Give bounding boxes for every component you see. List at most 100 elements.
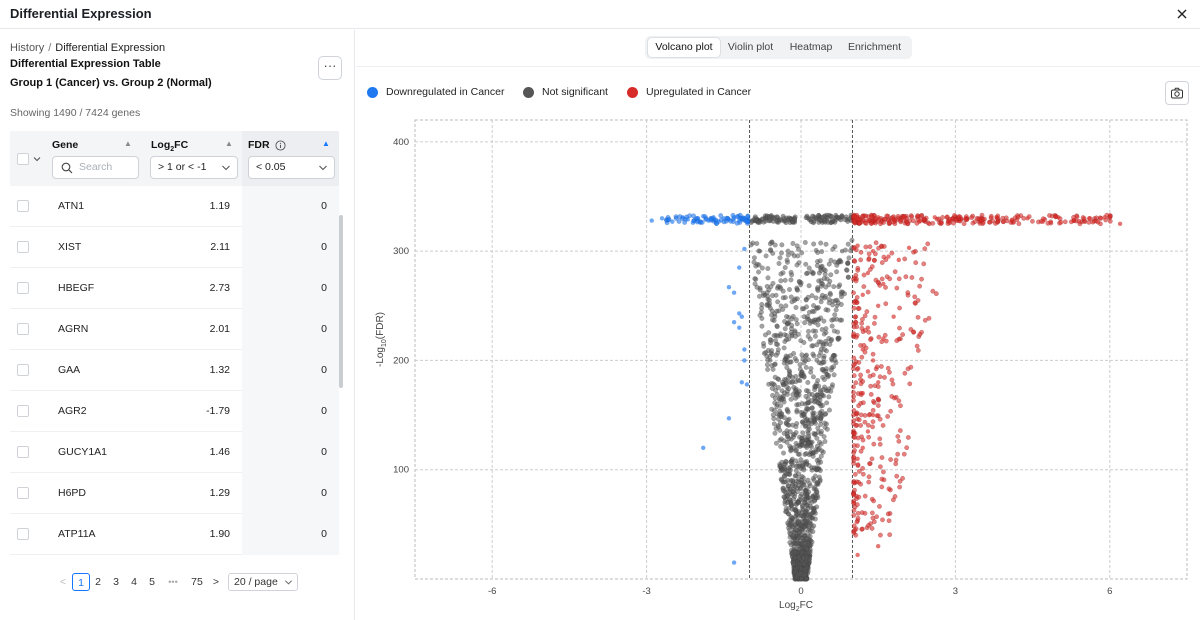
close-button[interactable] — [1172, 4, 1192, 24]
table-scrollbar[interactable] — [339, 215, 343, 388]
data-point — [1076, 218, 1082, 224]
sort-icon[interactable]: ▲ — [225, 139, 233, 148]
data-point — [823, 293, 829, 299]
data-point — [785, 252, 791, 258]
data-point — [790, 489, 796, 495]
row-checkbox[interactable] — [17, 323, 29, 335]
row-checkbox[interactable] — [17, 241, 29, 253]
data-point — [818, 453, 824, 459]
row-checkbox[interactable] — [17, 200, 29, 212]
log2fc-filter-select[interactable]: > 1 or < -1 — [150, 156, 238, 179]
table-row[interactable]: HBEGF 2.73 0 — [10, 268, 339, 309]
data-point — [852, 430, 858, 436]
data-point — [1062, 219, 1068, 225]
data-point — [824, 218, 830, 223]
fdr-filter-select[interactable]: < 0.05 — [248, 156, 335, 179]
prev-page-button[interactable]: < — [59, 576, 67, 588]
data-point — [911, 329, 916, 335]
data-point — [838, 294, 844, 300]
table-row[interactable]: ATP11A 1.90 0 — [10, 514, 339, 555]
data-point — [763, 253, 769, 259]
page-button-3[interactable]: 3 — [113, 576, 119, 588]
close-icon[interactable] — [1172, 4, 1192, 24]
data-point — [883, 285, 888, 290]
table-row[interactable]: ATN1 1.19 0 — [10, 186, 339, 227]
data-point — [778, 271, 784, 277]
row-checkbox[interactable] — [17, 364, 29, 376]
data-point — [818, 422, 824, 428]
info-icon[interactable] — [275, 140, 286, 151]
table-row[interactable]: XIST 2.11 0 — [10, 227, 339, 268]
data-point — [803, 261, 809, 267]
chevron-down-icon[interactable] — [32, 154, 42, 164]
data-point — [801, 514, 807, 520]
sort-icon[interactable]: ▲ — [322, 139, 330, 148]
data-point — [851, 362, 856, 368]
table-row[interactable]: GAA 1.32 0 — [10, 350, 339, 391]
tab-enrichment[interactable]: Enrichment — [847, 41, 902, 53]
data-point — [810, 351, 816, 357]
tab-heatmap[interactable]: Heatmap — [789, 41, 833, 53]
breadcrumb-history-link[interactable]: History — [10, 42, 45, 54]
legend-dot — [627, 87, 638, 98]
data-point — [744, 382, 750, 387]
column-header-gene[interactable]: Gene — [52, 139, 79, 151]
gene-cell: GAA — [58, 364, 81, 376]
row-checkbox[interactable] — [17, 405, 29, 417]
row-checkbox[interactable] — [17, 528, 29, 540]
data-point — [791, 544, 797, 550]
data-point — [854, 411, 860, 417]
select-all-checkbox[interactable] — [17, 153, 29, 165]
sort-icon[interactable]: ▲ — [124, 139, 132, 148]
page-button-1[interactable]: 1 — [72, 573, 90, 591]
page-button-75[interactable]: 75 — [191, 576, 203, 588]
tab-volcano-plot[interactable]: Volcano plot — [648, 38, 720, 57]
page-button-2[interactable]: 2 — [95, 576, 101, 588]
gene-search-input[interactable]: Search — [52, 156, 139, 179]
data-point — [822, 268, 828, 274]
next-page-button[interactable]: > — [212, 576, 220, 588]
page-button-5[interactable]: 5 — [149, 576, 155, 588]
page-size-select[interactable]: 20 / page — [228, 573, 298, 591]
data-point — [802, 239, 808, 245]
data-point — [751, 255, 757, 261]
data-point — [778, 443, 784, 449]
download-image-button[interactable] — [1165, 81, 1189, 105]
data-point — [799, 352, 805, 358]
column-header-fdr[interactable]: FDR — [248, 139, 270, 151]
data-point — [773, 352, 779, 358]
volcano-plot[interactable]: -6 -3 0 3 6 100 200 300 400 Log2FC -Log10(FDR) — [356, 30, 1200, 620]
table-header: Gene ▲ Log2FC ▲ FDR ▲ Search > 1 or < -1… — [10, 131, 339, 186]
data-point — [922, 246, 928, 252]
data-point — [872, 383, 878, 389]
data-point — [824, 400, 830, 406]
data-point — [871, 398, 876, 404]
table-row[interactable]: AGRN 2.01 0 — [10, 309, 339, 350]
page-button-4[interactable]: 4 — [131, 576, 137, 588]
row-checkbox[interactable] — [17, 487, 29, 499]
log2fc-cell: 2.01 — [209, 323, 230, 335]
data-point — [813, 328, 819, 334]
data-point — [805, 400, 811, 406]
table-row[interactable]: H6PD 1.29 0 — [10, 473, 339, 514]
row-checkbox[interactable] — [17, 282, 29, 294]
page-ellipsis[interactable]: ••• — [168, 577, 178, 587]
legend-dot — [367, 87, 378, 98]
data-point — [767, 305, 773, 311]
data-point — [867, 267, 873, 272]
data-point — [882, 374, 887, 380]
column-header-log2fc[interactable]: Log2FC — [151, 139, 189, 154]
more-options-button[interactable]: ··· — [318, 56, 342, 80]
data-point — [813, 295, 819, 301]
table-row[interactable]: AGR2 -1.79 0 — [10, 391, 339, 432]
table-body: ATN1 1.19 0 XIST 2.11 0 HBEGF 2.73 0 AGRN 2.01 0 GAA… — [10, 186, 339, 555]
data-point — [852, 219, 857, 225]
data-point — [787, 517, 793, 523]
data-point — [859, 526, 865, 532]
row-checkbox[interactable] — [17, 446, 29, 458]
tab-violin-plot[interactable]: Violin plot — [727, 41, 774, 53]
data-point — [809, 391, 815, 397]
data-point — [759, 301, 765, 307]
data-point — [790, 375, 796, 381]
table-row[interactable]: GUCY1A1 1.46 0 — [10, 432, 339, 473]
